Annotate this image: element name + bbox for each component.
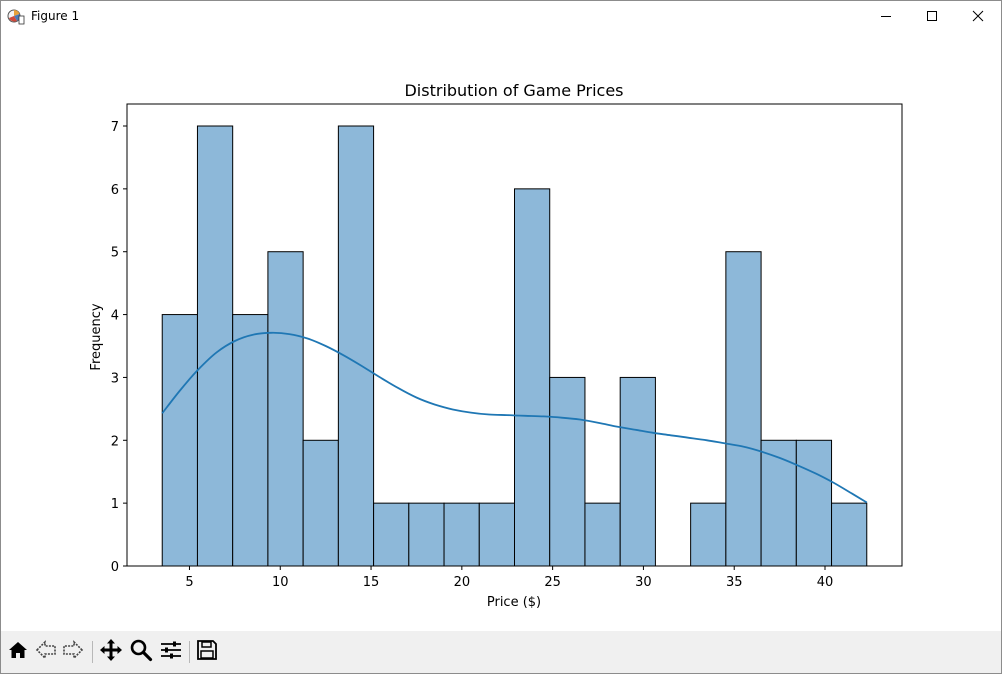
chart-title: Distribution of Game Prices [404, 81, 623, 100]
histogram-bar [619, 376, 656, 567]
histogram-bar [514, 188, 551, 567]
y-tick-label: 3 [111, 371, 119, 386]
back-button[interactable] [33, 639, 59, 665]
save-button[interactable] [194, 639, 220, 665]
maximize-button[interactable] [909, 1, 955, 32]
histogram-bar [831, 502, 868, 567]
title-bar: Figure 1 [1, 1, 1001, 32]
histogram-bar [584, 502, 621, 567]
toolbar-separator [189, 641, 190, 663]
window-title: Figure 1 [31, 9, 80, 23]
x-tick-label: 15 [363, 575, 380, 590]
x-tick-label: 40 [817, 575, 834, 590]
x-tick-label: 30 [635, 575, 652, 590]
configure-subplots-icon [159, 638, 183, 666]
y-axis-ticks: 0 1 2 3 4 5 6 7 [111, 120, 127, 575]
minimize-icon [880, 7, 892, 26]
histogram-bar [373, 502, 410, 567]
pan-move-icon [99, 638, 123, 666]
y-tick-label: 6 [111, 183, 119, 198]
axes-frame [126, 103, 903, 567]
y-tick-label: 5 [111, 246, 119, 261]
minimize-button[interactable] [863, 1, 909, 32]
y-tick-label: 1 [111, 497, 119, 512]
pan-button[interactable] [98, 639, 124, 665]
save-floppy-icon [196, 639, 218, 665]
forward-arrow-icon [62, 639, 84, 665]
configure-subplots-button[interactable] [158, 639, 184, 665]
home-icon [7, 639, 29, 665]
x-tick-label: 35 [726, 575, 743, 590]
kde-curve [161, 331, 868, 504]
histogram-bar [478, 502, 516, 567]
histogram-bar [690, 502, 727, 567]
histogram-bar [267, 251, 304, 567]
navigation-toolbar [1, 631, 1001, 673]
y-tick-label: 2 [111, 434, 119, 449]
x-axis-label: Price ($) [487, 595, 541, 610]
histogram-bar [549, 376, 586, 567]
histogram-bar [725, 251, 762, 567]
close-icon [972, 7, 984, 26]
back-arrow-icon [35, 639, 57, 665]
zoom-button[interactable] [128, 639, 154, 665]
y-tick-label: 7 [111, 120, 119, 135]
histogram-bar [795, 439, 833, 567]
y-axis-label: Frequency [89, 303, 104, 370]
x-tick-label: 20 [454, 575, 471, 590]
toolbar-separator [92, 641, 93, 663]
y-tick-label: 0 [111, 560, 119, 575]
x-tick-label: 10 [272, 575, 289, 590]
x-axis-ticks: 5 10 15 20 25 30 35 40 [185, 566, 833, 590]
histogram-bar [760, 439, 797, 567]
histogram-bar [302, 439, 339, 567]
histogram-bar [337, 125, 375, 567]
y-tick-label: 4 [111, 309, 119, 324]
histogram-bar [408, 502, 445, 567]
histogram-chart: 5 10 15 20 25 30 35 40 0 1 2 3 4 5 6 7 Distribution of… [89, 81, 903, 610]
figure-canvas: 5 10 15 20 25 30 35 40 0 1 2 3 4 5 6 7 Distribution of… [1, 32, 1001, 631]
histogram-bars [161, 125, 868, 567]
histogram-bar [443, 502, 480, 567]
maximize-icon [926, 7, 938, 26]
x-tick-label: 5 [185, 575, 193, 590]
matplotlib-figure-icon [7, 7, 25, 25]
home-button[interactable] [5, 639, 31, 665]
histogram-bar [161, 314, 198, 567]
close-button[interactable] [955, 1, 1001, 32]
x-tick-label: 25 [544, 575, 561, 590]
zoom-magnifier-icon [129, 638, 153, 666]
forward-button[interactable] [60, 639, 86, 665]
histogram-bar [232, 314, 269, 567]
